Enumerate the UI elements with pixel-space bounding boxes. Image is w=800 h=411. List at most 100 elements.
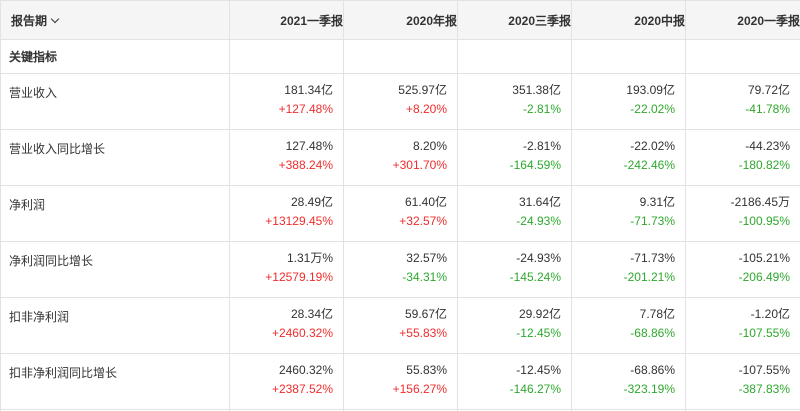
cell-value: -44.23% — [745, 139, 790, 153]
cell-value: -24.93% — [516, 251, 561, 265]
cell-value: 79.72亿 — [747, 83, 790, 97]
row-label: 营业收入 — [0, 73, 230, 130]
section-row: 关键指标 — [0, 39, 800, 74]
header-row: 报告期 2021一季报 2020年报 2020三季报 2020中报 2020一季… — [0, 0, 800, 40]
value-cell: -71.73% -201.21% — [571, 241, 686, 298]
cell-value: 2460.32% — [278, 363, 333, 377]
value-cell: 193.09亿 -22.02% — [571, 73, 686, 130]
cell-change: +156.27% — [392, 382, 447, 396]
cell-change: +301.70% — [392, 158, 447, 172]
cell-change: -22.02% — [630, 102, 675, 116]
cell-change: +2387.52% — [271, 382, 333, 396]
value-cell: 9.31亿 -71.73% — [571, 185, 686, 242]
value-cell: 55.83% +156.27% — [343, 353, 458, 410]
value-cell: 2460.32% +2387.52% — [229, 353, 344, 410]
empty-cell — [685, 39, 800, 74]
cell-value: 351.38亿 — [512, 83, 561, 97]
cell-change: -164.59% — [509, 158, 561, 172]
row-label: 营业收入同比增长 — [0, 129, 230, 186]
column-header: 2020中报 — [571, 0, 686, 40]
value-cell: -2.81% -164.59% — [457, 129, 572, 186]
value-cell: -44.23% -180.82% — [685, 129, 800, 186]
cell-change: -323.19% — [623, 382, 675, 396]
cell-value: -22.02% — [630, 139, 675, 153]
column-header: 2021一季报 — [229, 0, 344, 40]
section-title: 关键指标 — [0, 39, 230, 74]
table-row: 净利润同比增长 1.31万% +12579.19% 32.57% -34.31% -24.… — [0, 241, 800, 298]
cell-value: 1.31万% — [286, 251, 333, 265]
table-row: 扣非净利润 28.34亿 +2460.32% 59.67亿 +55.83% 29.92亿 -… — [0, 297, 800, 354]
value-cell: 1.31万% +12579.19% — [229, 241, 344, 298]
cell-change: -12.45% — [516, 326, 561, 340]
value-cell: 28.34亿 +2460.32% — [229, 297, 344, 354]
cell-value: 9.31亿 — [639, 195, 675, 209]
table-row: 净利润 28.49亿 +13129.45% 61.40亿 +32.57% 31.64亿 -2… — [0, 185, 800, 242]
cell-value: 28.34亿 — [290, 307, 333, 321]
cell-value: -2186.45万 — [730, 195, 790, 209]
empty-cell — [229, 39, 344, 74]
cell-change: -71.73% — [630, 214, 675, 228]
chevron-down-icon — [50, 14, 60, 23]
table-row: 营业收入 181.34亿 +127.48% 525.97亿 +8.20% 351.38亿 -… — [0, 73, 800, 130]
cell-change: -206.49% — [738, 270, 790, 284]
value-cell: 79.72亿 -41.78% — [685, 73, 800, 130]
column-header: 2020一季报 — [685, 0, 800, 40]
value-cell: -1.20亿 -107.55% — [685, 297, 800, 354]
value-cell: 59.67亿 +55.83% — [343, 297, 458, 354]
cell-value: 127.48% — [285, 139, 333, 153]
cell-value: 181.34亿 — [284, 83, 333, 97]
row-label: 扣非净利润 — [0, 297, 230, 354]
value-cell: 7.78亿 -68.86% — [571, 297, 686, 354]
cell-change: -242.46% — [623, 158, 675, 172]
value-cell: -105.21% -206.49% — [685, 241, 800, 298]
cell-change: -146.27% — [509, 382, 561, 396]
empty-cell — [343, 39, 458, 74]
cell-change: +12579.19% — [265, 270, 333, 284]
value-cell: -68.86% -323.19% — [571, 353, 686, 410]
column-header: 2020三季报 — [457, 0, 572, 40]
value-cell: 28.49亿 +13129.45% — [229, 185, 344, 242]
cell-change: -41.78% — [745, 102, 790, 116]
cell-change: -2.81% — [522, 102, 561, 116]
value-cell: 181.34亿 +127.48% — [229, 73, 344, 130]
report-period-dropdown[interactable]: 报告期 — [0, 0, 230, 40]
value-cell: 351.38亿 -2.81% — [457, 73, 572, 130]
column-header: 2020年报 — [343, 0, 458, 40]
value-cell: -107.55% -387.83% — [685, 353, 800, 410]
cell-value: -12.45% — [516, 363, 561, 377]
cell-change: +32.57% — [399, 214, 447, 228]
cell-value: -2.81% — [522, 139, 561, 153]
table-body: 关键指标 营业收入 181.34亿 +127.48% 525.97亿 +8.20% 351… — [0, 39, 800, 411]
cell-value: 7.78亿 — [639, 307, 675, 321]
row-label: 净利润同比增长 — [0, 241, 230, 298]
cell-value: 28.49亿 — [290, 195, 333, 209]
cell-change: +8.20% — [405, 102, 447, 116]
cell-value: 31.64亿 — [518, 195, 561, 209]
cell-value: 61.40亿 — [404, 195, 447, 209]
value-cell: 8.20% +301.70% — [343, 129, 458, 186]
cell-value: 59.67亿 — [404, 307, 447, 321]
cell-value: 29.92亿 — [518, 307, 561, 321]
report-period-label: 报告期 — [11, 13, 48, 28]
cell-change: -24.93% — [516, 214, 561, 228]
empty-cell — [571, 39, 686, 74]
value-cell: 127.48% +388.24% — [229, 129, 344, 186]
cell-change: -180.82% — [738, 158, 790, 172]
cell-value: -107.55% — [738, 363, 790, 377]
table-row: 营业收入同比增长 127.48% +388.24% 8.20% +301.70% -2.8… — [0, 129, 800, 186]
cell-value: 8.20% — [412, 139, 447, 153]
value-cell: 29.92亿 -12.45% — [457, 297, 572, 354]
value-cell: -22.02% -242.46% — [571, 129, 686, 186]
cell-change: -68.86% — [630, 326, 675, 340]
cell-change: +13129.45% — [265, 214, 333, 228]
cell-change: +2460.32% — [271, 326, 333, 340]
row-label: 扣非净利润同比增长 — [0, 353, 230, 410]
cell-change: +55.83% — [399, 326, 447, 340]
cell-change: -387.83% — [738, 382, 790, 396]
cell-change: -107.55% — [738, 326, 790, 340]
cell-change: -201.21% — [623, 270, 675, 284]
cell-value: 193.09亿 — [626, 83, 675, 97]
cell-value: -105.21% — [738, 251, 790, 265]
value-cell: 32.57% -34.31% — [343, 241, 458, 298]
